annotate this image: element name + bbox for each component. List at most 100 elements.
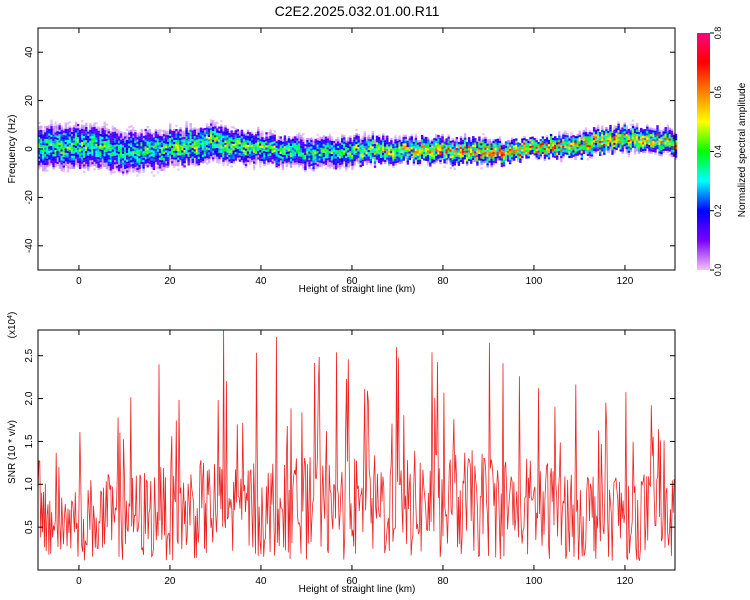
spectrogram-cell	[308, 166, 311, 169]
spectrogram-cell	[119, 148, 123, 151]
spectrogram-cell	[179, 157, 182, 160]
spectrogram-cell	[273, 152, 276, 155]
spectrogram-cell	[293, 142, 297, 146]
spectrogram-cell	[281, 139, 285, 142]
spectrogram-cell	[314, 141, 317, 144]
spectrogram-cell	[384, 157, 387, 160]
spectrogram-cell	[302, 157, 305, 160]
spectrogram-cell	[74, 126, 78, 129]
spectrogram-cell	[298, 165, 301, 168]
spectrogram-cell	[291, 138, 295, 141]
spectrogram-cell	[345, 153, 348, 156]
spectrogram-cell	[132, 137, 135, 140]
spectrogram-cell	[349, 163, 352, 166]
spectrogram-cell	[218, 154, 221, 157]
spectrogram-cell	[455, 156, 459, 159]
spectrogram-cell	[158, 129, 162, 132]
spectrogram-cell	[343, 135, 346, 138]
spectrogram-cell	[62, 169, 65, 172]
spectrogram-cell	[142, 164, 145, 167]
spectrogram-cell	[111, 164, 115, 167]
spectrogram-cell	[662, 137, 665, 141]
spectrogram-cell	[296, 136, 299, 139]
spectrogram-cell	[259, 158, 262, 161]
spectrogram-cell	[269, 140, 272, 143]
spectrogram-cell	[218, 133, 221, 136]
spectrogram-cell	[631, 143, 635, 146]
spectrogram-cell	[177, 135, 180, 138]
spectrogram-cell	[400, 152, 403, 155]
spectrogram-cell	[234, 132, 237, 135]
spectrogram-cell	[322, 154, 325, 158]
spectrogram-cell	[363, 137, 366, 140]
spectrogram-cell	[101, 139, 104, 142]
spectrogram-cell	[281, 141, 285, 144]
spectrogram-cell	[91, 153, 94, 156]
spectrogram-cell	[482, 137, 485, 140]
spectrogram-cell	[664, 135, 667, 138]
spectrogram-cell	[269, 153, 272, 156]
spectrogram-cell	[222, 164, 225, 167]
spectrogram-cell	[453, 139, 456, 142]
spectrogram-cell	[435, 138, 438, 141]
spectrogram-cell	[124, 132, 127, 135]
spectrogram-cell	[40, 127, 43, 130]
spectrogram-cell	[99, 127, 102, 130]
spectrogram-cell	[429, 151, 432, 154]
spectrogram-cell	[345, 142, 348, 145]
spectrogram-cell	[238, 131, 242, 134]
spectrogram-cell	[250, 159, 254, 163]
spectrogram-cell	[228, 150, 231, 153]
spectrogram-cell	[210, 125, 213, 128]
spectrogram-cell	[95, 159, 98, 162]
spectrogram-cell	[457, 148, 461, 151]
spectrogram-cell	[418, 153, 422, 156]
spectrogram-cell	[203, 154, 207, 157]
spectrogram-cell	[185, 136, 188, 139]
spectrogram-cell	[255, 136, 258, 139]
spectrogram-cell	[46, 128, 49, 131]
spectrogram-cell	[117, 160, 121, 163]
spectrogram-cell	[511, 137, 514, 140]
spectrogram-cell	[201, 128, 205, 131]
spectrogram-cell	[300, 161, 303, 164]
spectrogram-cell	[474, 138, 477, 141]
spectrogram-cell	[613, 133, 616, 137]
spectrogram-cell	[373, 165, 377, 168]
spectrogram-cell	[132, 157, 135, 160]
spectrogram-cell	[38, 167, 41, 170]
spectrogram-cell	[320, 152, 323, 155]
spectrogram-cell	[46, 152, 49, 155]
spectrogram-cell	[150, 167, 153, 170]
spectrogram-cell	[101, 128, 104, 131]
spectrogram-cell	[650, 138, 653, 141]
spectrogram-cell	[107, 166, 110, 169]
spectrogram-cell	[109, 161, 113, 164]
spectrogram-cell	[334, 163, 338, 166]
spectrogram-cell	[93, 142, 96, 145]
spectrogram-cell	[365, 145, 368, 148]
spectrogram-cell	[578, 143, 581, 146]
spectrogram-cell	[670, 141, 674, 144]
spectrogram-cell	[183, 147, 186, 151]
spectrogram-cell	[535, 155, 538, 158]
spectrogram-cell	[58, 153, 61, 156]
spectrogram-cell	[222, 131, 225, 134]
spectrogram-cell	[312, 143, 315, 146]
spectrogram-cell	[167, 146, 170, 149]
spectrogram-cell	[81, 159, 84, 162]
spectrogram-cell	[353, 150, 356, 153]
spectrogram-cell	[140, 129, 143, 132]
spectrogram-cell	[146, 147, 149, 150]
spectrogram-cell	[283, 139, 287, 142]
spectrogram-cell	[666, 135, 669, 138]
spectrogram-cell	[279, 136, 282, 139]
spectrogram-cell	[640, 134, 643, 137]
spectrogram-cell	[644, 129, 647, 132]
spectrogram-cell	[42, 130, 45, 133]
spectrogram-cell	[549, 140, 553, 143]
spectrogram-cell	[109, 142, 113, 145]
spectrogram-cell	[658, 140, 661, 143]
spectrogram-cell	[162, 136, 166, 139]
snr-y-tick-label: 1.5	[24, 434, 35, 448]
